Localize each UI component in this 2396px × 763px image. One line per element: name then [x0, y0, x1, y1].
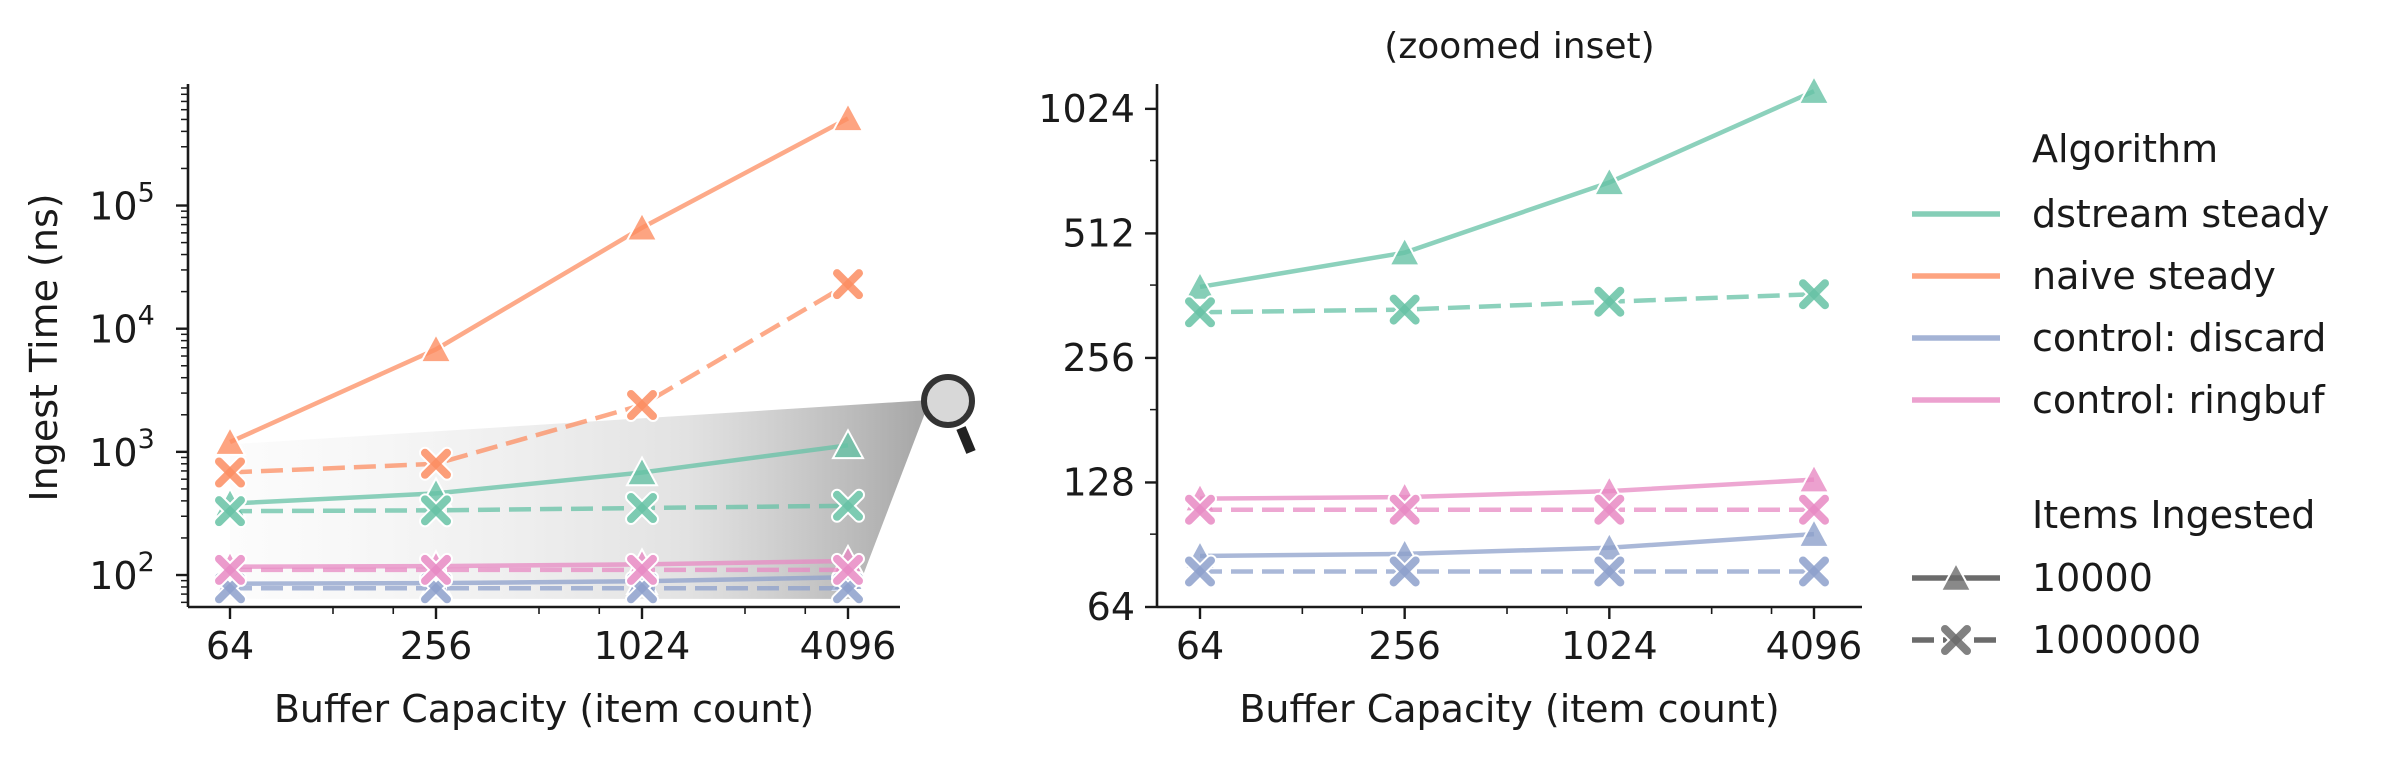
point-dstream-steady-10000-4096 — [831, 428, 865, 460]
inset-chart-axes: 64 256 1024 4096 64 128 256 512 1024 — [1038, 84, 1862, 668]
point-naive-steady-1000000-4096 — [831, 267, 865, 302]
point-control-ringbuf-1000000-4096 — [831, 552, 865, 587]
point-control-ringbuf-1000000-1024 — [625, 552, 659, 587]
point-dstream-steady-10000-256 — [1387, 235, 1422, 267]
point-dstream-steady-10000-1024 — [625, 455, 659, 487]
point-control-discard-10000-1024 — [1592, 530, 1627, 562]
point-control-ringbuf-1000000-64 — [213, 552, 247, 587]
zoom-wedge — [230, 400, 930, 599]
point-dstream-steady-1000000-4096 — [831, 488, 865, 523]
point-dstream-steady-1000000-256 — [419, 493, 453, 528]
series-line-naive-steady-1000000 — [229, 282, 850, 475]
magnifier-icon — [921, 374, 976, 454]
y-tick-label: 103 — [89, 424, 155, 475]
point-control-ringbuf-1000000-4096 — [1797, 492, 1831, 527]
series-line-dstream-steady-1000000 — [229, 503, 849, 514]
y-tick-label: 512 — [1062, 211, 1135, 255]
inset-chart-title: (zoomed inset) — [1384, 26, 1654, 67]
legend-marker-1000000 — [1939, 623, 1973, 657]
legend-label-control-discard: control: discard — [2032, 316, 2326, 360]
point-control-discard-10000-4096 — [1797, 517, 1831, 548]
y-tick-label: 1024 — [1038, 87, 1135, 131]
main-chart-panel: 64 256 1024 4096 102 103 104 105 Buffer Capacit… — [22, 84, 976, 731]
point-naive-steady-10000-64 — [213, 425, 247, 456]
point-control-discard-1000000-64 — [1183, 554, 1217, 589]
x-tick-label: 64 — [1176, 624, 1224, 668]
point-dstream-steady-10000-1024 — [1592, 165, 1627, 197]
legend-label-naive-steady: naive steady — [2032, 254, 2276, 298]
point-naive-steady-1000000-1024 — [625, 388, 659, 423]
y-tick-label: 102 — [89, 547, 155, 598]
point-control-ringbuf-1000000-256 — [419, 552, 453, 587]
y-tick-label: 256 — [1062, 336, 1135, 380]
x-tick-label: 1024 — [1561, 624, 1658, 668]
inset-chart-marks — [1183, 74, 1831, 589]
point-dstream-steady-1000000-256 — [1387, 292, 1422, 327]
x-tick-label: 4096 — [1766, 624, 1863, 668]
y-tick-label: 104 — [89, 301, 155, 352]
y-tick-label: 105 — [89, 178, 155, 229]
legend-marker-10000 — [1939, 560, 1973, 592]
legend-label-1000000: 1000000 — [2032, 618, 2201, 662]
point-naive-steady-10000-1024 — [625, 210, 659, 242]
main-chart-marks — [213, 101, 865, 606]
point-naive-steady-10000-4096 — [831, 101, 865, 133]
x-tick-label: 256 — [400, 624, 473, 668]
point-dstream-steady-10000-64 — [1183, 269, 1217, 301]
series-line-dstream-steady-10000 — [1199, 89, 1815, 290]
inset-chart-panel: (zoomed inset) 64 256 1024 4096 64 128 256 512 1… — [1038, 26, 1862, 731]
point-dstream-steady-1000000-4096 — [1797, 277, 1831, 312]
point-control-ringbuf-1000000-64 — [1183, 492, 1217, 527]
point-control-ringbuf-1000000-256 — [1387, 492, 1422, 527]
point-control-ringbuf-10000-4096 — [1797, 462, 1831, 494]
series-line-control-ringbuf-10000 — [229, 558, 849, 569]
y-tick-label: 64 — [1087, 585, 1135, 629]
point-control-discard-1000000-1024 — [1592, 554, 1627, 589]
point-control-ringbuf-1000000-1024 — [1592, 492, 1627, 527]
legend-label-dstream-steady: dstream steady — [2032, 192, 2329, 236]
series-line-control-discard-10000 — [1199, 531, 1815, 559]
inset-x-axis-title: Buffer Capacity (item count) — [1239, 687, 1779, 731]
point-dstream-steady-1000000-64 — [1183, 295, 1217, 330]
y-axis-title: Ingest Time (ns) — [22, 193, 66, 501]
series-line-control-discard-10000 — [229, 574, 849, 586]
point-naive-steady-1000000-64 — [213, 455, 247, 490]
x-tick-label: 1024 — [594, 624, 691, 668]
point-dstream-steady-1000000-64 — [213, 494, 247, 529]
series-line-naive-steady-10000 — [229, 116, 850, 445]
series-line-control-ringbuf-10000 — [1199, 477, 1815, 501]
point-control-discard-1000000-4096 — [1797, 554, 1831, 589]
legend-label-control-ringbuf: control: ringbuf — [2032, 378, 2326, 422]
x-tick-label: 256 — [1368, 624, 1441, 668]
x-axis-title: Buffer Capacity (item count) — [274, 687, 814, 731]
legend: Algorithm dstream steady naive steady cont… — [1912, 127, 2329, 662]
series-line-dstream-steady-10000 — [229, 443, 849, 506]
point-naive-steady-10000-256 — [419, 332, 453, 364]
y-tick-label: 128 — [1062, 460, 1135, 504]
point-control-discard-1000000-256 — [1387, 554, 1422, 589]
point-dstream-steady-1000000-1024 — [1592, 284, 1627, 319]
x-tick-label: 4096 — [800, 624, 897, 668]
x-tick-label: 64 — [206, 624, 254, 668]
legend-items-title: Items Ingested — [2032, 493, 2315, 537]
legend-algorithm-title: Algorithm — [2032, 127, 2218, 171]
legend-label-10000: 10000 — [2032, 556, 2153, 600]
series-line-dstream-steady-1000000 — [1199, 291, 1815, 315]
point-dstream-steady-1000000-1024 — [625, 491, 659, 526]
point-dstream-steady-10000-4096 — [1797, 74, 1831, 105]
point-naive-steady-1000000-256 — [419, 446, 453, 481]
